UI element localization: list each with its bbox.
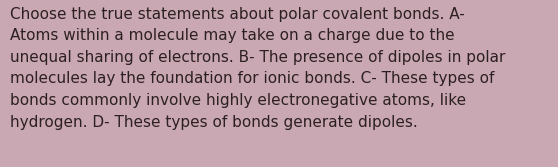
Text: Choose the true statements about polar covalent bonds. A-
Atoms within a molecul: Choose the true statements about polar c… — [10, 7, 506, 130]
